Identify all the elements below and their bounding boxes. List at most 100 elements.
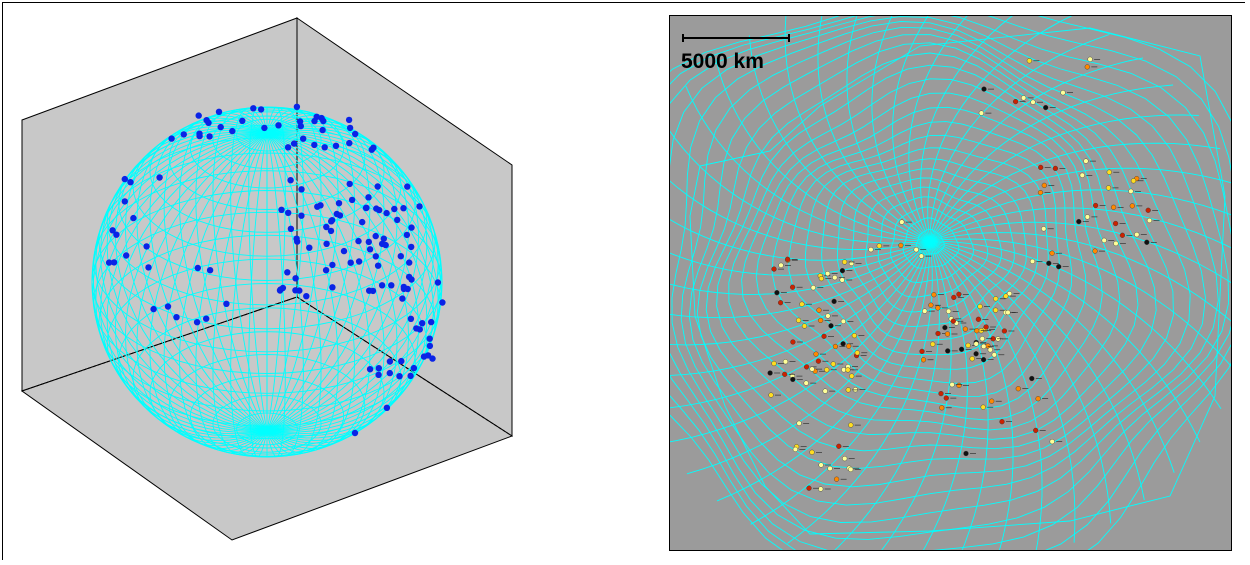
map-mesh-spoke [670, 240, 931, 295]
globe-station-point [408, 243, 415, 251]
map-marker [944, 331, 951, 337]
map-mesh-spoke [670, 180, 931, 250]
map-marker [1037, 190, 1044, 196]
globe-station-point [346, 180, 353, 188]
map-mesh-spoke [686, 240, 931, 475]
globe-panel [20, 17, 514, 541]
map-marker [922, 308, 928, 314]
map-mesh-ring [741, 92, 1103, 421]
map-marker [777, 300, 784, 306]
globe-longitude-line [106, 132, 268, 437]
globe-longitude-line [114, 132, 268, 439]
map-mesh-ring [755, 106, 1087, 410]
globe-station-point [335, 200, 343, 207]
map-marker [809, 449, 815, 455]
map-mesh-spoke [929, 238, 1231, 367]
globe-station-point [399, 295, 406, 302]
globe-station-point [156, 174, 163, 181]
globe-station-point [290, 140, 298, 147]
map-mesh-ring [670, 16, 1231, 550]
map-mesh-ring [670, 16, 1230, 540]
map-mesh-spoke [929, 221, 1231, 284]
map-marker [845, 367, 851, 373]
map-marker [846, 343, 852, 349]
map-marker [842, 456, 848, 462]
map-mesh-ring [670, 16, 1231, 550]
map-marker [935, 305, 941, 311]
globe-station-point [328, 218, 335, 225]
map-mesh-spoke [929, 232, 1231, 322]
map-marker [818, 462, 824, 468]
map-marker [1084, 64, 1090, 70]
globe-station-point [195, 112, 202, 119]
globe-station-point [378, 282, 386, 289]
map-mesh-spoke [920, 16, 1013, 242]
map-mesh-spoke [927, 16, 1073, 242]
map-mesh-spoke [929, 240, 1175, 473]
map-mesh-spoke [929, 240, 1201, 443]
map-mesh-spoke [670, 240, 931, 376]
globe-station-point [121, 198, 128, 205]
map-mesh-spoke [929, 240, 1043, 550]
map-mesh-spoke [670, 219, 931, 261]
globe-station-point [400, 285, 408, 293]
globe-station-point [403, 231, 411, 239]
map-marker [1083, 158, 1089, 164]
globe-station-point [239, 117, 246, 125]
map-markers [767, 56, 1160, 492]
map-marker [790, 376, 796, 383]
globe-station-point [363, 204, 370, 211]
map-marker [1144, 239, 1150, 245]
globe-longitude-line [266, 129, 434, 432]
map-marker [792, 446, 799, 453]
globe-station-point [205, 119, 212, 127]
globe-station-point [217, 123, 224, 131]
map-marker [1093, 202, 1099, 209]
map-marker [876, 243, 882, 249]
map-marker [1038, 164, 1044, 171]
globe-outline [91, 106, 443, 458]
globe-station-point [407, 372, 414, 380]
globe-longitude-line [266, 132, 434, 435]
globe-station-point [374, 262, 382, 269]
map-marker [1030, 99, 1036, 105]
map-marker [840, 318, 847, 325]
map-marker [962, 326, 969, 332]
globe-station-point [257, 106, 265, 113]
map-marker [851, 333, 858, 339]
map-marker [810, 285, 816, 291]
map-marker [818, 486, 824, 492]
map-marker [993, 307, 999, 313]
globe-station-point [287, 177, 294, 184]
globe-station-point [287, 225, 295, 232]
globe-longitude-line [100, 132, 268, 435]
globe-station-point [121, 175, 128, 183]
map-marker [939, 405, 945, 411]
map-marker [839, 277, 845, 283]
map-marker [778, 262, 784, 268]
map-marker [784, 256, 791, 262]
map-marker [1029, 258, 1036, 265]
map-mesh-spoke [929, 240, 1145, 500]
globe-station-point [400, 205, 407, 212]
map-marker [782, 371, 788, 377]
globe-station-point [346, 124, 354, 132]
globe-station-point [374, 183, 381, 190]
map-marker [1003, 293, 1009, 299]
globe-longitude-line [92, 132, 268, 432]
globe-station-point [406, 259, 413, 266]
map-marker [1021, 95, 1027, 101]
box-edge-floor-left [21, 296, 298, 392]
map-marker [1130, 178, 1137, 184]
map-marker [848, 422, 854, 428]
map-marker [834, 476, 840, 482]
globe-station-point [292, 287, 299, 294]
map-marker [1128, 188, 1134, 194]
map-marker [1041, 226, 1047, 232]
globe-station-point [150, 305, 157, 313]
map-mesh-spoke [784, 16, 931, 242]
globe-longitude-line [95, 132, 268, 433]
map-mesh-spoke [716, 240, 931, 502]
map-mesh-ring [902, 217, 960, 269]
map-marker [789, 284, 796, 290]
